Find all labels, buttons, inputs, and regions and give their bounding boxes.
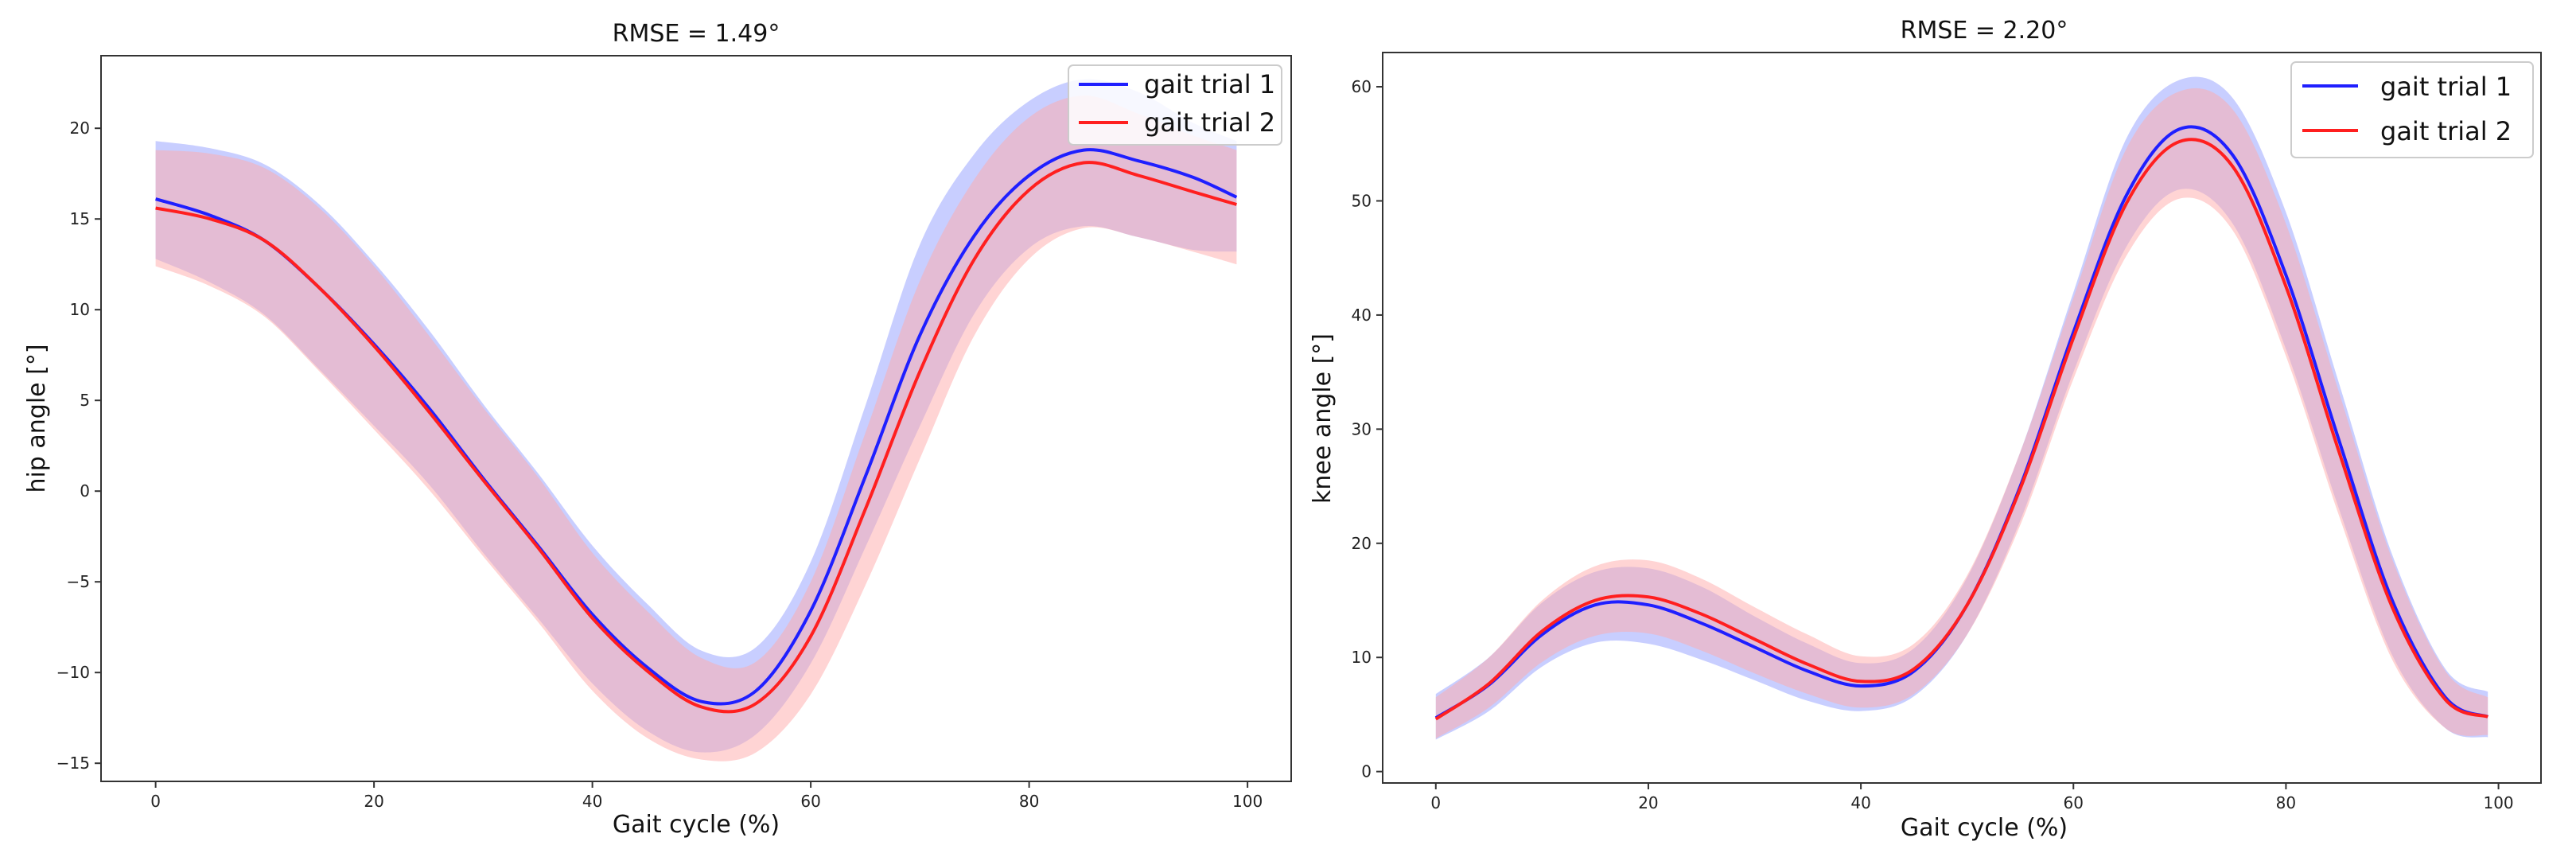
knee-angle-chart: RMSE = 2.20° 0 20 40 60 80 100 0102030405060 … <box>1309 17 2542 842</box>
chart-title: RMSE = 2.20° <box>1901 17 2068 45</box>
legend-label-trial-1: gait trial 1 <box>1144 69 1275 99</box>
legend: gait trial 1 gait trial 2 <box>2290 61 2534 158</box>
x-tick-label: 100 <box>1232 792 1263 811</box>
hip-angle-chart: RMSE = 1.49° 0 20 40 60 80 100 −15 −10 −5 0 5 10 15… <box>23 20 1292 839</box>
y-tick-label: 5 <box>80 391 90 410</box>
y-axis-ticks: −15 −10 −5 0 5 10 15 20 <box>56 119 101 773</box>
x-tick-label: 40 <box>582 792 602 811</box>
confidence-bands <box>155 79 1237 761</box>
confidence-band-2 <box>155 95 1237 761</box>
x-tick-label: 100 <box>2483 793 2513 812</box>
y-tick-label: 10 <box>70 300 90 319</box>
x-tick-label: 40 <box>1850 793 1870 812</box>
x-tick-label: 60 <box>2064 793 2084 812</box>
y-tick-label: −10 <box>56 663 90 682</box>
y-tick-label: 50 <box>1352 191 1372 210</box>
series-line-trial-2 <box>155 161 1237 714</box>
y-tick-label: 40 <box>1352 306 1372 325</box>
x-axis-ticks: 0 20 40 60 80 100 <box>1430 783 2514 812</box>
legend-label-trial-2: gait trial 2 <box>1144 107 1275 138</box>
x-tick-label: 0 <box>150 792 161 811</box>
legend: gait trial 1 gait trial 2 <box>1068 64 1282 146</box>
x-axis-label: Gait cycle (%) <box>1901 814 2068 842</box>
confidence-bands <box>1435 76 2488 740</box>
y-tick-label: 0 <box>80 481 90 501</box>
y-tick-label: 15 <box>70 209 90 228</box>
x-tick-label: 20 <box>364 792 383 811</box>
x-tick-label: 80 <box>2276 793 2296 812</box>
y-axis-label: knee angle [°] <box>1309 333 1337 504</box>
y-tick-label: 10 <box>1352 648 1372 667</box>
x-tick-label: 60 <box>800 792 820 811</box>
y-axis-label: hip angle [°] <box>23 344 51 493</box>
y-tick-label: −15 <box>56 754 90 773</box>
y-tick-label: 0 <box>1361 762 1372 781</box>
series-lines <box>155 148 1238 714</box>
chart-title: RMSE = 1.49° <box>613 20 780 48</box>
legend-label-trial-1: gait trial 1 <box>2380 72 2512 102</box>
x-tick-label: 80 <box>1019 792 1039 811</box>
series-lines <box>1434 125 2489 721</box>
y-tick-label: 60 <box>1352 77 1372 96</box>
confidence-band-2 <box>1435 88 2488 739</box>
x-axis-ticks: 0 20 40 60 80 100 <box>150 781 1263 811</box>
plot-frame <box>1382 52 2542 784</box>
x-tick-label: 20 <box>1638 793 1658 812</box>
y-tick-label: 20 <box>1352 534 1372 553</box>
y-axis-ticks: 0 10 20 30 40 50 60 <box>1352 77 1383 781</box>
x-tick-label: 0 <box>1430 793 1441 812</box>
series-line-trial-2 <box>1434 138 2488 721</box>
y-tick-label: 30 <box>1352 419 1372 438</box>
y-tick-label: −5 <box>67 572 90 591</box>
legend-label-trial-2: gait trial 2 <box>2380 116 2512 146</box>
y-tick-label: 20 <box>70 119 90 138</box>
plot-frame <box>100 55 1292 782</box>
x-axis-label: Gait cycle (%) <box>613 811 780 839</box>
